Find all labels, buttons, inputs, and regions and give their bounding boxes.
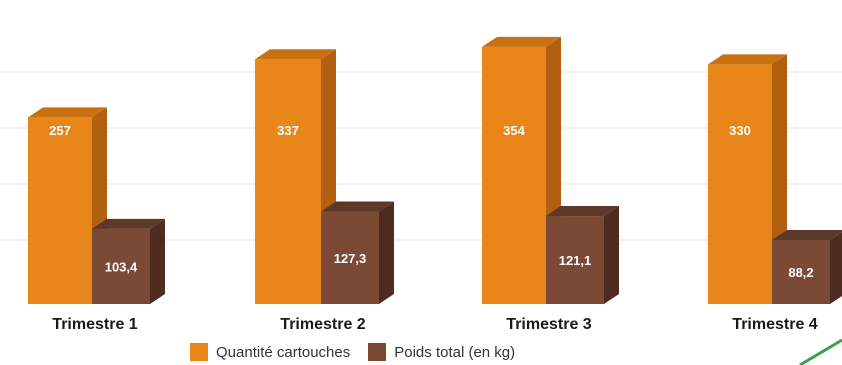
bar-top bbox=[255, 49, 336, 60]
bar-top bbox=[92, 218, 165, 229]
bar-quantite-4 bbox=[708, 54, 787, 304]
legend-label-quantite: Quantité cartouches bbox=[216, 343, 351, 361]
bar-front bbox=[28, 117, 92, 304]
legend-label-poids: Poids total (en kg) bbox=[394, 343, 516, 361]
data-label: 103,4 bbox=[105, 259, 138, 274]
category-label: Trimestre 2 bbox=[280, 316, 365, 333]
legend-item-quantite: Quantité cartouches bbox=[190, 343, 350, 361]
bar-front bbox=[255, 59, 321, 304]
bar-top bbox=[772, 229, 842, 240]
bar-top bbox=[482, 36, 561, 47]
data-labels: 257 103,4 337 127,3 354 121,1 330 88,2 bbox=[49, 123, 814, 280]
bar-front bbox=[546, 216, 604, 304]
bars bbox=[28, 36, 842, 304]
data-label: 121,1 bbox=[559, 253, 592, 268]
bar-poids-1 bbox=[92, 218, 165, 304]
bar-top bbox=[321, 201, 394, 212]
bar-front bbox=[772, 239, 830, 304]
data-label: 127,3 bbox=[334, 251, 367, 266]
data-label: 88,2 bbox=[788, 265, 813, 280]
bar-side bbox=[830, 231, 842, 304]
bar-side bbox=[604, 206, 619, 304]
bar-side bbox=[150, 218, 165, 304]
data-label: 354 bbox=[503, 123, 525, 138]
data-label: 257 bbox=[49, 123, 71, 138]
bar-front bbox=[92, 228, 150, 304]
category-label: Trimestre 4 bbox=[732, 316, 817, 333]
bar-poids-4 bbox=[772, 229, 842, 304]
bar-front bbox=[482, 46, 546, 304]
accent-line bbox=[799, 338, 842, 365]
legend: Quantité cartouches Poids total (en kg) bbox=[190, 340, 515, 364]
category-labels: Trimestre 1 Trimestre 2 Trimestre 3 Trimest… bbox=[52, 316, 817, 333]
legend-item-poids: Poids total (en kg) bbox=[368, 343, 515, 361]
bar-poids-2 bbox=[321, 201, 394, 304]
legend-swatch-poids bbox=[368, 343, 387, 361]
category-label: Trimestre 3 bbox=[506, 316, 591, 333]
bar-front bbox=[321, 211, 379, 304]
bar-quantite-3 bbox=[482, 36, 561, 304]
data-label: 337 bbox=[277, 123, 299, 138]
data-label: 330 bbox=[729, 123, 751, 138]
bar-top bbox=[546, 206, 619, 217]
bar-poids-3 bbox=[546, 206, 619, 304]
bar-side bbox=[379, 201, 394, 304]
accent-line-segment bbox=[799, 338, 842, 365]
bar-front bbox=[708, 64, 772, 304]
bar-top bbox=[708, 54, 787, 65]
category-label: Trimestre 1 bbox=[52, 316, 137, 333]
bar-top bbox=[28, 107, 107, 118]
legend-swatch-quantite bbox=[190, 343, 208, 361]
